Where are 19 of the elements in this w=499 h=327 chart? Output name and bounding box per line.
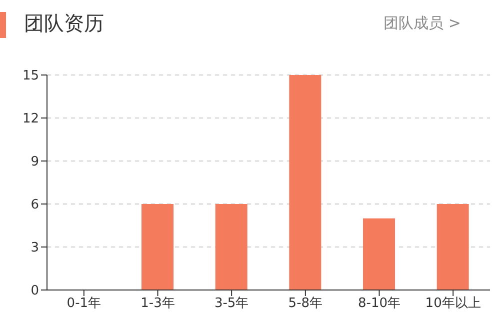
bar: [363, 218, 396, 290]
y-tick-label: 0: [30, 284, 39, 299]
y-tick-label: 6: [30, 198, 39, 213]
bar: [142, 204, 174, 290]
x-tick-label: 8-10年: [358, 296, 401, 312]
x-tick-label: 1-3年: [140, 296, 175, 312]
y-tick-label: 9: [30, 154, 39, 170]
x-tick-label: 0-1年: [66, 296, 102, 312]
x-tick-label: 10年以上: [425, 296, 481, 312]
y-tick-label: 12: [22, 112, 39, 127]
bar: [436, 204, 469, 290]
y-tick-label: 15: [22, 68, 39, 84]
x-tick-label: 5-8年: [288, 296, 323, 312]
x-tick-label: 3-5年: [214, 296, 249, 312]
bar: [215, 204, 248, 290]
text: 团队成员 >: [384, 14, 461, 33]
chart-title: 团队资历: [24, 10, 104, 37]
bar: [289, 75, 322, 290]
y-tick-label: 3: [30, 240, 39, 256]
